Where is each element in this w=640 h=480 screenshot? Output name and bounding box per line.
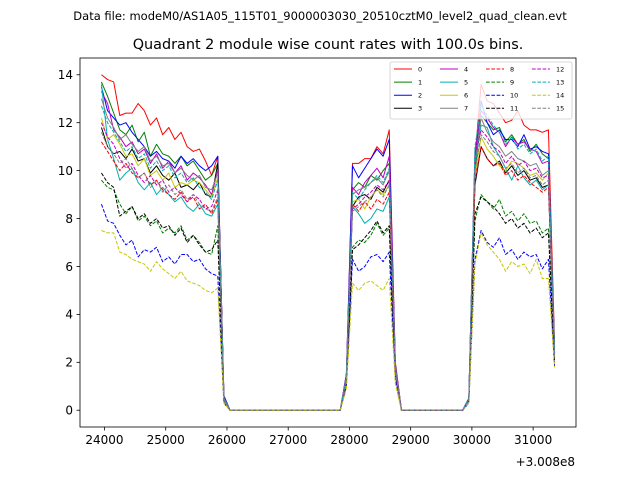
y-tick-label: 0	[65, 404, 73, 418]
y-tick-label: 14	[58, 68, 73, 82]
y-tick-label: 2	[65, 356, 73, 370]
y-tick-label: 10	[58, 164, 73, 178]
chart-title: Quadrant 2 module wise count rates with …	[133, 37, 524, 53]
x-tick-label: 30000	[453, 433, 491, 447]
legend-label-14: 14	[556, 92, 564, 100]
x-tick-label: 29000	[392, 433, 430, 447]
y-tick-label: 4	[65, 308, 73, 322]
axes-group: 24000 25000 26000 27000 28000 29000 30000 31000…	[58, 57, 577, 447]
y-tick-label: 12	[58, 116, 73, 130]
legend-label-10: 10	[510, 92, 518, 100]
legend-label-4: 4	[464, 65, 468, 73]
x-tick-label: 31000	[514, 433, 552, 447]
x-tick-label: 28000	[330, 433, 368, 447]
series-line-15	[100, 132, 556, 411]
y-tick-label: 8	[65, 212, 73, 226]
figure-suptitle: Data file: modeM0/AS1A05_115T01_90000030…	[73, 9, 567, 23]
x-tick-label: 26000	[208, 433, 246, 447]
legend-label-0: 0	[418, 65, 422, 73]
legend-label-5: 5	[464, 79, 468, 87]
legend-label-3: 3	[418, 105, 422, 113]
x-tick-label: 24000	[85, 433, 123, 447]
axes-frame	[79, 57, 577, 428]
legend-label-7: 7	[464, 105, 468, 113]
legend-label-13: 13	[556, 79, 564, 87]
plot-series-group	[100, 74, 556, 411]
x-axis-offset-label: +3.008e8	[516, 455, 575, 469]
legend-box	[389, 61, 573, 120]
legend-label-12: 12	[556, 65, 564, 73]
y-tick-label: 6	[65, 260, 73, 274]
legend-label-11: 11	[510, 105, 518, 113]
x-tick-label: 27000	[269, 433, 307, 447]
legend-label-2: 2	[418, 92, 422, 100]
legend-label-6: 6	[464, 92, 468, 100]
x-tick-label: 25000	[147, 433, 185, 447]
legend-label-9: 9	[510, 79, 514, 87]
legend-label-8: 8	[510, 65, 514, 73]
legend-label-15: 15	[556, 105, 564, 113]
legend-label-1: 1	[418, 79, 422, 87]
